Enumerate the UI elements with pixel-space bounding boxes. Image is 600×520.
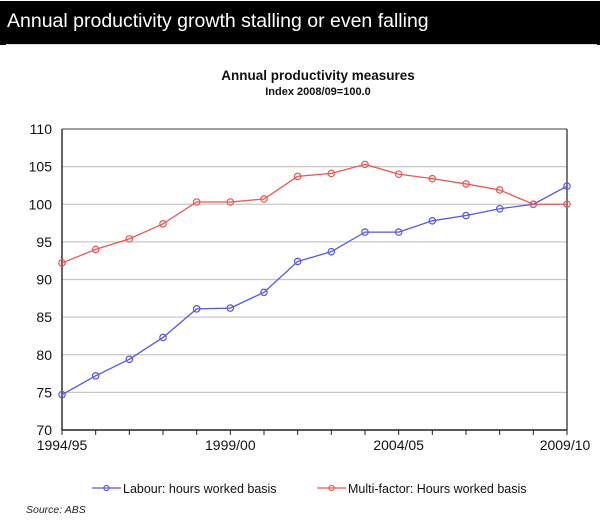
data-point bbox=[462, 211, 470, 220]
axes bbox=[61, 128, 568, 431]
source-note: Source: ABS bbox=[26, 504, 86, 516]
data-point bbox=[293, 172, 302, 181]
legend-item: Multi-factor: Hours worked basis bbox=[317, 482, 527, 496]
data-point bbox=[394, 170, 403, 178]
data-point bbox=[428, 217, 437, 225]
data-point bbox=[327, 169, 336, 178]
data-point bbox=[226, 304, 235, 312]
y-tick-label: 90 bbox=[36, 272, 52, 288]
legend-label: Labour: hours worked basis bbox=[123, 482, 277, 496]
data-point bbox=[91, 245, 100, 254]
x-tick-label: 2004/05 bbox=[373, 437, 424, 453]
y-tick-label: 70 bbox=[36, 422, 52, 438]
header-divider bbox=[6, 44, 597, 45]
data-point bbox=[125, 235, 134, 243]
x-tick-label: 1999/00 bbox=[205, 437, 256, 453]
data-point bbox=[495, 204, 504, 213]
legend-marker bbox=[103, 484, 110, 492]
data-point bbox=[192, 305, 201, 313]
data-point bbox=[226, 198, 235, 206]
legend-label: Multi-factor: Hours worked basis bbox=[348, 482, 527, 496]
data-point bbox=[260, 195, 268, 203]
data-point bbox=[327, 247, 336, 256]
legend-marker bbox=[328, 484, 335, 492]
data-point bbox=[159, 333, 167, 342]
data-point bbox=[192, 198, 201, 206]
series-labour bbox=[58, 182, 571, 399]
chart-subtitle: Index 2008/09=100.0 bbox=[265, 86, 371, 98]
data-point bbox=[58, 390, 66, 399]
x-axis-ticks: 1994/95 1999/00 2004/05 2009/10 bbox=[37, 430, 591, 453]
series-line bbox=[61, 185, 568, 396]
legend-item: Labour: hours worked basis bbox=[92, 482, 277, 496]
y-axis-ticks: 70 75 80 85 90 95 100 105 110 bbox=[29, 121, 53, 438]
data-point bbox=[91, 372, 100, 380]
data-point bbox=[563, 182, 571, 190]
x-tick-label: 1994/95 bbox=[37, 437, 88, 453]
data-point bbox=[361, 228, 369, 236]
series-group bbox=[58, 160, 571, 399]
data-point bbox=[495, 186, 504, 194]
page-title: Annual productivity growth stalling or e… bbox=[7, 10, 429, 32]
data-point bbox=[125, 355, 134, 364]
data-point bbox=[563, 200, 571, 209]
y-tick-label: 110 bbox=[30, 121, 53, 137]
gridlines bbox=[62, 166, 567, 393]
data-point bbox=[58, 259, 66, 267]
y-tick-label: 80 bbox=[36, 347, 52, 363]
series-line bbox=[61, 163, 567, 264]
data-point bbox=[293, 257, 302, 266]
y-tick-label: 95 bbox=[36, 234, 52, 250]
legend: Labour: hours worked basis Multi-factor: … bbox=[92, 482, 527, 496]
data-point bbox=[394, 228, 403, 236]
data-point bbox=[529, 200, 538, 209]
data-point bbox=[361, 160, 369, 169]
page-header-bar: Annual productivity growth stalling or e… bbox=[0, 1, 600, 45]
y-tick-label: 100 bbox=[29, 196, 53, 212]
data-point bbox=[159, 220, 167, 228]
chart-title: Annual productivity measures bbox=[221, 68, 415, 83]
y-tick-label: 85 bbox=[36, 309, 52, 325]
data-point bbox=[462, 180, 470, 188]
y-tick-label: 75 bbox=[36, 384, 52, 400]
y-tick-label: 105 bbox=[29, 159, 53, 175]
data-point bbox=[260, 288, 268, 297]
series-multi-factor bbox=[58, 160, 571, 267]
data-point bbox=[428, 174, 437, 183]
x-tick-label: 2009/10 bbox=[540, 437, 591, 453]
